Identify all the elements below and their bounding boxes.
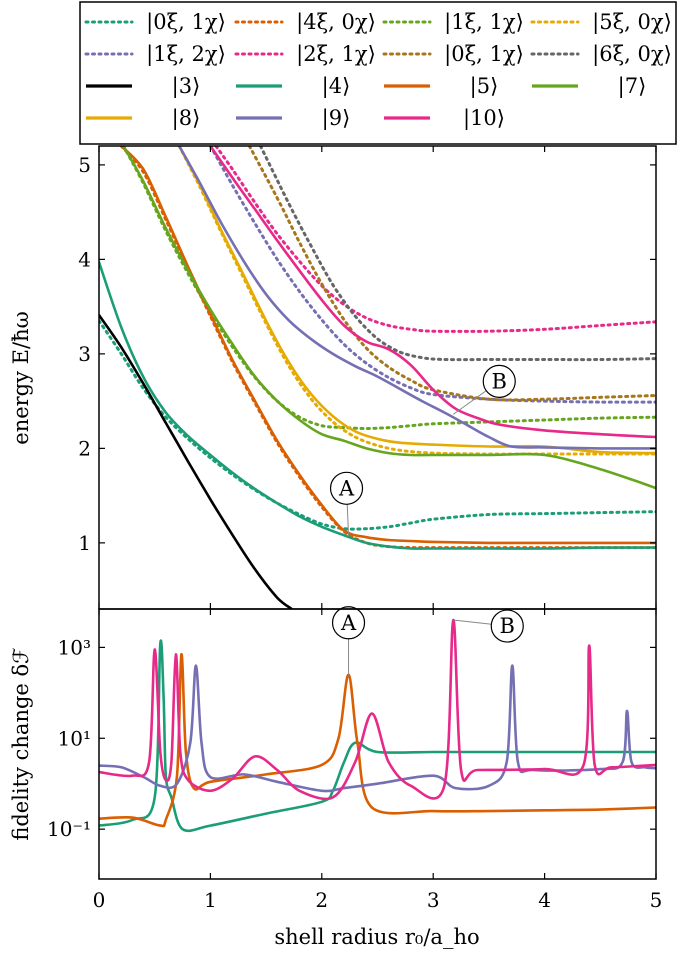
fidelity-series-4-solid bbox=[99, 639, 656, 833]
energy-series-9-solid bbox=[177, 146, 656, 450]
fidelity-series-10-solid bbox=[99, 618, 656, 801]
annotation-circle-b bbox=[490, 609, 524, 643]
annotation-label-b: B bbox=[492, 369, 507, 393]
fidelity-axes-frame bbox=[98, 608, 657, 880]
energy-series-2-1-dotted bbox=[214, 146, 656, 333]
legend-label-6: |0ξ, 1χ⟩ bbox=[444, 42, 524, 67]
legend: |0ξ, 1χ⟩ |4ξ, 0χ⟩ |1ξ, 1χ⟩ |5ξ, 0χ⟩ |1ξ, 2χ⟩… bbox=[84, 10, 672, 131]
energy-series-5-0-dotted bbox=[177, 146, 656, 456]
legend-box bbox=[79, 1, 677, 145]
energy-series-6-0-dotted bbox=[259, 146, 656, 362]
energy-series-3-solid bbox=[99, 313, 293, 609]
annotation-label-a: A bbox=[340, 611, 357, 635]
legend-label-8: |3⟩ bbox=[172, 74, 201, 99]
legend-label-1: |4ξ, 0χ⟩ bbox=[296, 10, 376, 35]
energy-series-0-1-dotted bbox=[99, 319, 656, 531]
energy-series-0-1-dotted bbox=[247, 146, 656, 402]
energy-ytick-label: 4 bbox=[78, 247, 91, 271]
energy-series-7-solid bbox=[122, 146, 656, 490]
legend-label-0: |0ξ, 1χ⟩ bbox=[146, 10, 226, 35]
energy-ylabel: energy E/ħω bbox=[9, 311, 33, 444]
xtick-label: 4 bbox=[538, 888, 551, 912]
fidelity-ytick-label: 10³ bbox=[58, 635, 91, 659]
annotation-label-b: B bbox=[500, 614, 515, 638]
energy-panel: 1 2 3 4 5 A B bbox=[78, 146, 657, 609]
legend-label-14: |10⟩ bbox=[463, 106, 505, 131]
legend-label-4: |1ξ, 2χ⟩ bbox=[146, 42, 226, 67]
energy-series-1-1-dotted bbox=[122, 146, 656, 430]
x-axis-label: shell radius r₀/a_ho bbox=[274, 925, 479, 949]
annotation-circle-a bbox=[329, 471, 364, 505]
energy-ytick-label: 5 bbox=[78, 153, 91, 177]
energy-series-8-solid bbox=[177, 146, 656, 455]
xtick-label: 0 bbox=[93, 888, 106, 912]
annotation-label-a: A bbox=[338, 476, 355, 500]
energy-series-1-2-dotted bbox=[208, 146, 656, 404]
energy-ytick-label: 1 bbox=[78, 531, 91, 555]
legend-label-5: |2ξ, 1χ⟩ bbox=[296, 42, 376, 67]
energy-series-4-solid bbox=[99, 260, 656, 550]
legend-label-10: |5⟩ bbox=[470, 74, 499, 99]
xtick-label: 3 bbox=[427, 888, 440, 912]
fidelity-ytick-label: 10¹ bbox=[58, 726, 91, 750]
fidelity-panel: 10⁻¹ 10¹ 10³ 0 1 2 3 4 5 A B bbox=[47, 606, 663, 912]
legend-label-12: |8⟩ bbox=[172, 106, 201, 131]
xtick-label: 2 bbox=[315, 888, 328, 912]
energy-series-5-solid bbox=[120, 146, 656, 545]
xtick-label: 1 bbox=[204, 888, 217, 912]
legend-label-11: |7⟩ bbox=[618, 74, 647, 99]
annotation-circle-a bbox=[331, 606, 366, 640]
legend-label-13: |9⟩ bbox=[322, 106, 351, 131]
energy-series-10-solid bbox=[209, 146, 656, 439]
legend-label-2: |1ξ, 1χ⟩ bbox=[444, 10, 524, 35]
legend-label-9: |4⟩ bbox=[322, 74, 351, 99]
legend-label-7: |6ξ, 0χ⟩ bbox=[592, 42, 672, 67]
xtick-label: 5 bbox=[650, 888, 663, 912]
annotation-circle-b bbox=[482, 364, 516, 398]
energy-ytick-label: 2 bbox=[78, 436, 91, 460]
legend-label-3: |5ξ, 0χ⟩ bbox=[592, 10, 672, 35]
fidelity-ytick-label: 10⁻¹ bbox=[47, 817, 91, 841]
fidelity-ylabel: fidelity change δℱ bbox=[9, 647, 33, 840]
energy-ytick-label: 3 bbox=[78, 342, 91, 366]
fidelity-series-5-solid bbox=[99, 653, 656, 828]
